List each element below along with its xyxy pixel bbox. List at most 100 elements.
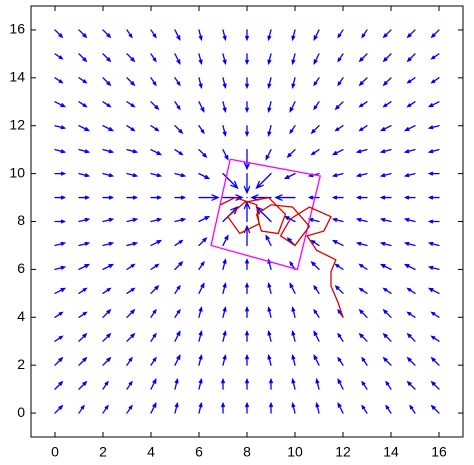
arrow — [222, 330, 227, 342]
arrow — [78, 287, 88, 294]
arrow — [337, 77, 344, 87]
arrow — [337, 29, 344, 39]
arrow — [78, 217, 91, 223]
arrow — [427, 125, 440, 130]
arrow — [150, 401, 157, 414]
arrow — [222, 194, 244, 201]
arrow — [198, 237, 208, 247]
arrow — [54, 404, 64, 414]
arrow — [430, 53, 440, 60]
y-tick-label: 12 — [9, 116, 25, 132]
x-tick-label: 12 — [335, 444, 351, 460]
arrow — [361, 404, 368, 414]
arrow — [54, 77, 64, 84]
arrow — [78, 263, 91, 271]
arrow — [78, 356, 88, 366]
arrow — [331, 172, 344, 178]
arrow — [337, 401, 344, 414]
arrow — [126, 53, 136, 63]
arrow — [150, 332, 157, 342]
arrow — [267, 306, 272, 318]
arrow — [361, 29, 368, 39]
arrow — [245, 101, 249, 114]
arrow — [54, 125, 67, 130]
arrow — [358, 263, 368, 271]
arrow — [150, 378, 157, 390]
arrow — [222, 77, 227, 90]
arrow — [334, 284, 344, 294]
arrow — [126, 77, 136, 87]
arrow — [382, 332, 392, 342]
arrow — [269, 401, 273, 414]
arrow — [313, 53, 320, 65]
arrow — [406, 332, 416, 342]
arrow — [54, 311, 64, 318]
arrow — [267, 53, 272, 66]
arrow — [406, 29, 416, 39]
arrow — [150, 195, 163, 200]
trajectory — [210, 158, 321, 271]
arrow — [331, 195, 344, 200]
arrow — [406, 311, 416, 318]
arrow — [267, 101, 272, 113]
arrow — [54, 171, 67, 176]
arrow — [222, 149, 229, 161]
arrow — [102, 263, 115, 271]
arrow — [403, 125, 416, 132]
arrow — [198, 377, 203, 390]
arrow — [331, 149, 344, 156]
arrow — [430, 356, 440, 366]
arrow — [150, 77, 157, 87]
arrow — [150, 356, 157, 366]
arrow — [174, 308, 181, 318]
arrow — [126, 172, 139, 178]
arrow — [78, 125, 91, 132]
arrow — [102, 149, 115, 154]
arrow — [243, 172, 251, 195]
arrow — [174, 125, 184, 135]
arrow — [427, 171, 440, 176]
arrow — [54, 265, 67, 271]
arrow — [243, 149, 251, 171]
arrow — [198, 77, 203, 90]
arrow — [315, 401, 320, 414]
arrow — [78, 380, 88, 390]
arrow — [174, 149, 184, 156]
arrow — [174, 284, 181, 294]
arrow — [430, 311, 440, 318]
arrow — [54, 380, 64, 390]
arrow — [222, 258, 227, 271]
arrow — [289, 282, 296, 294]
arrow — [198, 306, 203, 318]
arrow — [222, 101, 227, 113]
arrow — [150, 53, 157, 63]
arrow — [102, 308, 112, 318]
arrow — [78, 101, 88, 108]
arrow — [379, 263, 392, 271]
arrow — [222, 53, 227, 66]
arrow — [379, 195, 392, 200]
arrow — [174, 195, 187, 200]
y-tick-label: 14 — [9, 69, 25, 85]
y-tick-label: 10 — [9, 164, 25, 180]
arrow — [222, 234, 229, 247]
arrow — [409, 404, 416, 414]
arrow — [174, 172, 187, 178]
arrow — [126, 332, 136, 342]
arrow — [174, 261, 184, 271]
arrow — [355, 217, 368, 223]
arrow — [150, 172, 163, 178]
arrow — [174, 239, 184, 247]
arrow — [310, 149, 320, 156]
arrow — [430, 335, 440, 342]
arrow — [54, 101, 67, 108]
y-tick-label: 0 — [17, 404, 25, 420]
arrow — [198, 29, 203, 42]
arrow — [126, 404, 133, 414]
arrow — [289, 125, 296, 135]
arrow — [150, 239, 163, 247]
arrow — [174, 330, 181, 342]
arrow — [382, 356, 392, 366]
arrow — [222, 172, 239, 190]
